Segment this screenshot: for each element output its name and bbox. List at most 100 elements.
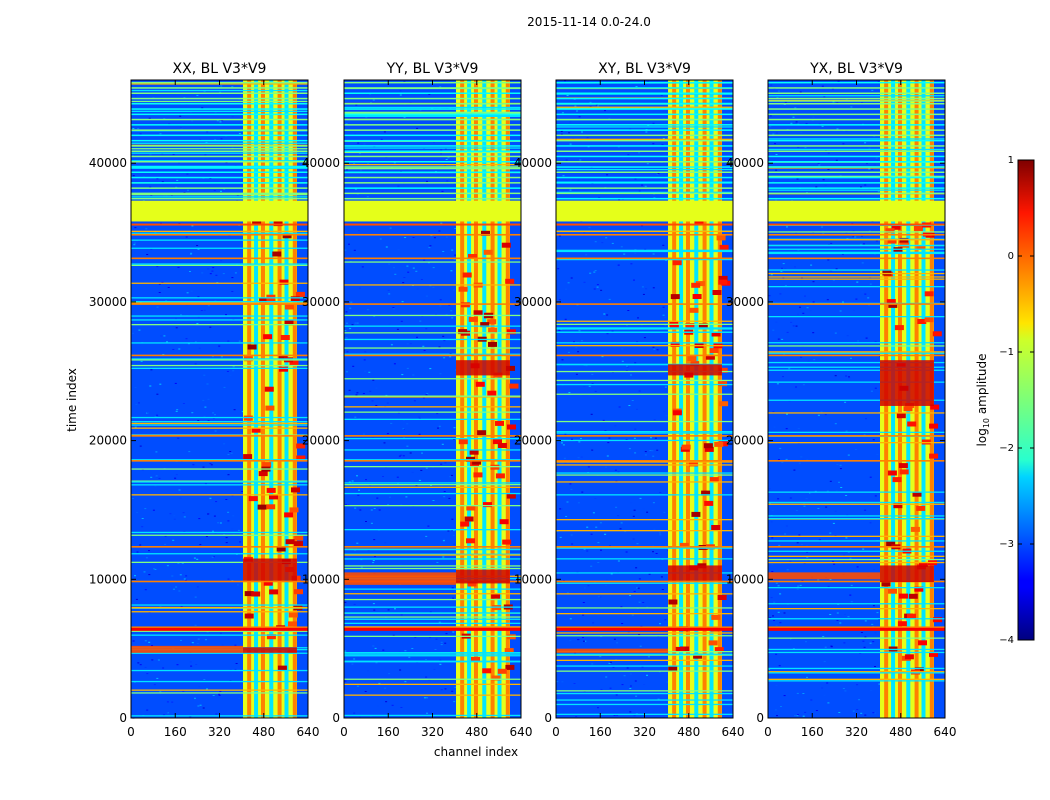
heatmap-cell [196, 245, 199, 246]
heatmap-time-row [768, 435, 945, 437]
heatmap-time-row [556, 547, 733, 549]
heatmap-cell [830, 686, 833, 688]
heatmap-cell [827, 702, 830, 704]
heatmap-cell [407, 271, 410, 273]
heatmap-cell [606, 455, 609, 457]
heatmap-time-row [131, 155, 308, 158]
heatmap-cell [814, 490, 817, 492]
heatmap-time-row [556, 461, 733, 463]
heatmap-cell [772, 181, 775, 183]
heatmap-cell [613, 638, 616, 640]
heatmap-time-row [131, 263, 308, 265]
heatmap-time-row [344, 124, 521, 126]
heatmap-cell [782, 277, 785, 279]
heatmap-cell [779, 293, 782, 295]
heatmap-cell [205, 142, 208, 143]
heatmap-cell [832, 101, 835, 103]
heatmap-time-row [344, 406, 521, 408]
heatmap-cell [383, 131, 386, 133]
heatmap-cell [436, 562, 439, 563]
heatmap-cell [590, 533, 593, 535]
heatmap-cell [566, 592, 569, 594]
heatmap-time-row [344, 111, 521, 113]
heatmap-cell [646, 674, 648, 676]
heatmap-cell [775, 321, 778, 323]
heatmap-time-row [344, 192, 521, 195]
heatmap-cell [796, 178, 799, 180]
heatmap-cell [630, 502, 633, 504]
heatmap-time-row [768, 518, 945, 520]
heatmap-time-row [556, 519, 733, 521]
heatmap-cell [603, 313, 606, 315]
heatmap-cell [908, 593, 918, 599]
heatmap-cell [284, 304, 294, 310]
heatmap-time-row [556, 431, 733, 433]
heatmap-cell [354, 507, 357, 509]
heatmap-cell [203, 415, 206, 417]
heatmap-cell [384, 687, 387, 689]
heatmap-time-row [556, 92, 733, 94]
heatmap-cell [354, 133, 357, 135]
heatmap-cell [776, 512, 779, 514]
heatmap-cell [203, 91, 206, 92]
heatmap-cell [220, 190, 222, 192]
heatmap-cell [605, 676, 608, 678]
heatmap-cell [869, 476, 872, 478]
heatmap-cell [593, 271, 596, 273]
heatmap-cell [585, 365, 588, 367]
heatmap-cell [705, 354, 715, 360]
heatmap-time-row [131, 301, 308, 303]
heatmap-cell [443, 357, 446, 359]
heatmap-cell [576, 163, 579, 165]
heatmap-cell [238, 698, 241, 699]
heatmap-cell [197, 705, 200, 707]
heatmap-time-row [344, 303, 521, 305]
heatmap-cell [400, 707, 403, 708]
heatmap-time-row [768, 97, 945, 100]
heatmap-time-row [768, 103, 945, 105]
heatmap-cell [386, 402, 389, 404]
heatmap-cell [379, 238, 382, 240]
heatmap-cell [171, 575, 174, 577]
heatmap-cell [354, 416, 357, 418]
heatmap-channel-stripe [460, 80, 465, 718]
heatmap-cell [841, 253, 844, 255]
heatmap-cell [621, 623, 624, 624]
colorbar-label-sub: 10 [982, 418, 991, 428]
heatmap-cell [185, 236, 188, 238]
heatmap-cell [227, 578, 230, 580]
heatmap-time-row [344, 546, 521, 548]
heatmap-cell [146, 673, 149, 675]
heatmap-time-row [768, 369, 945, 371]
heatmap-cell [176, 409, 179, 411]
heatmap-cell [230, 452, 233, 454]
heatmap-time-row [344, 627, 521, 631]
heatmap-cell [264, 386, 274, 392]
heatmap-cell [163, 195, 166, 197]
heatmap-cell [599, 656, 602, 658]
heatmap-cell [226, 371, 229, 372]
heatmap-cell [241, 411, 244, 413]
heatmap-cell [454, 199, 457, 201]
heatmap-cell [636, 587, 639, 589]
heatmap-cell [821, 85, 824, 87]
heatmap-cell [154, 485, 157, 487]
heatmap-cell [139, 133, 142, 135]
heatmap-cell [575, 373, 578, 375]
heatmap-cell [604, 533, 607, 535]
heatmap-cell [207, 513, 209, 515]
heatmap-cell [773, 601, 776, 603]
heatmap-cell [790, 122, 793, 124]
heatmap-time-row [556, 699, 733, 701]
heatmap-cell [425, 697, 428, 699]
heatmap-channel-stripe [679, 80, 684, 718]
heatmap-cell [201, 107, 204, 109]
heatmap-cell [689, 307, 699, 313]
heatmap-cell [637, 317, 639, 319]
heatmap-cell [445, 236, 448, 238]
heatmap-cell [152, 509, 155, 511]
heatmap-cell [374, 556, 376, 557]
heatmap-cell [580, 456, 583, 458]
heatmap-time-row [344, 622, 521, 624]
heatmap-time-row [131, 606, 308, 609]
